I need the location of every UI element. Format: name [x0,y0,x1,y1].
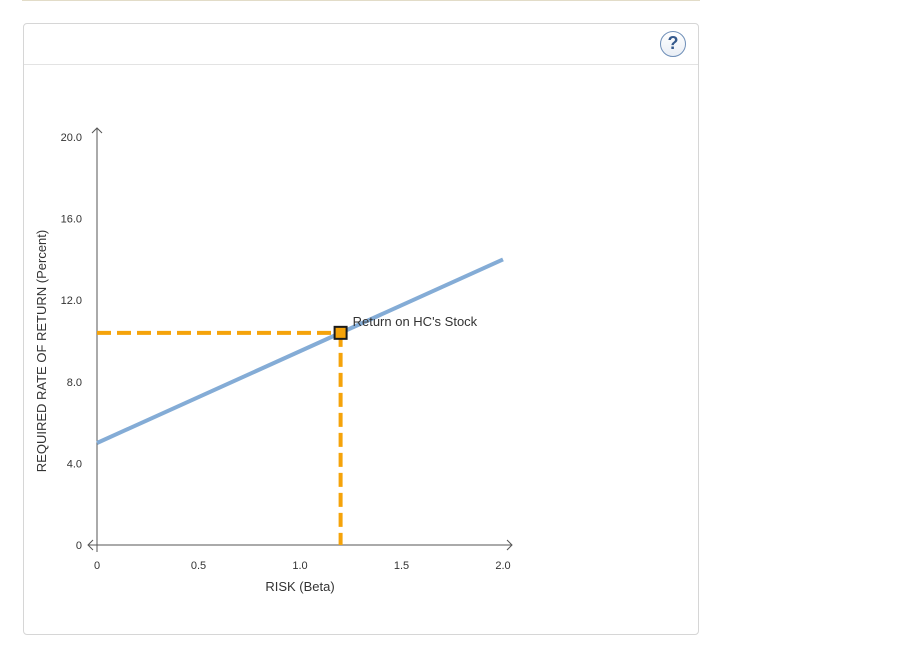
x-tick-label: 2.0 [495,560,510,572]
hc-stock-point-marker[interactable] [333,325,348,340]
y-tick-label: 20.0 [61,132,82,144]
graph-panel: ? [23,23,699,635]
x-tick-label: 0 [94,560,100,572]
axes [87,127,513,552]
y-tick-label: 0 [76,540,82,552]
y-tick-label: 12.0 [61,295,82,307]
y-axis-arrow [91,127,103,134]
sml-line [96,257,504,445]
x-tick-labels: 0 0.5 1.0 1.5 2.0 [94,560,511,572]
x-tick-label: 0.5 [191,560,206,572]
series-layer [96,257,504,445]
y-tick-label: 8.0 [67,377,82,389]
y-tick-label: 16.0 [61,214,82,226]
y-tick-labels: 0 4.0 8.0 12.0 16.0 20.0 [61,132,82,552]
hc-stock-point-label: Return on HC's Stock [353,314,478,329]
x-axis-arrow-right [506,539,513,551]
guide-lines [97,330,343,545]
y-axis-title: REQUIRED RATE OF RETURN (Percent) [34,230,49,472]
top-divider [22,0,700,1]
x-tick-label: 1.0 [292,560,307,572]
x-axis-arrow-left [87,539,94,551]
y-tick-label: 4.0 [67,458,82,470]
x-tick-label: 1.5 [394,560,409,572]
help-button[interactable]: ? [660,31,686,57]
x-axis-title: RISK (Beta) [265,579,334,594]
panel-header: ? [24,24,698,65]
